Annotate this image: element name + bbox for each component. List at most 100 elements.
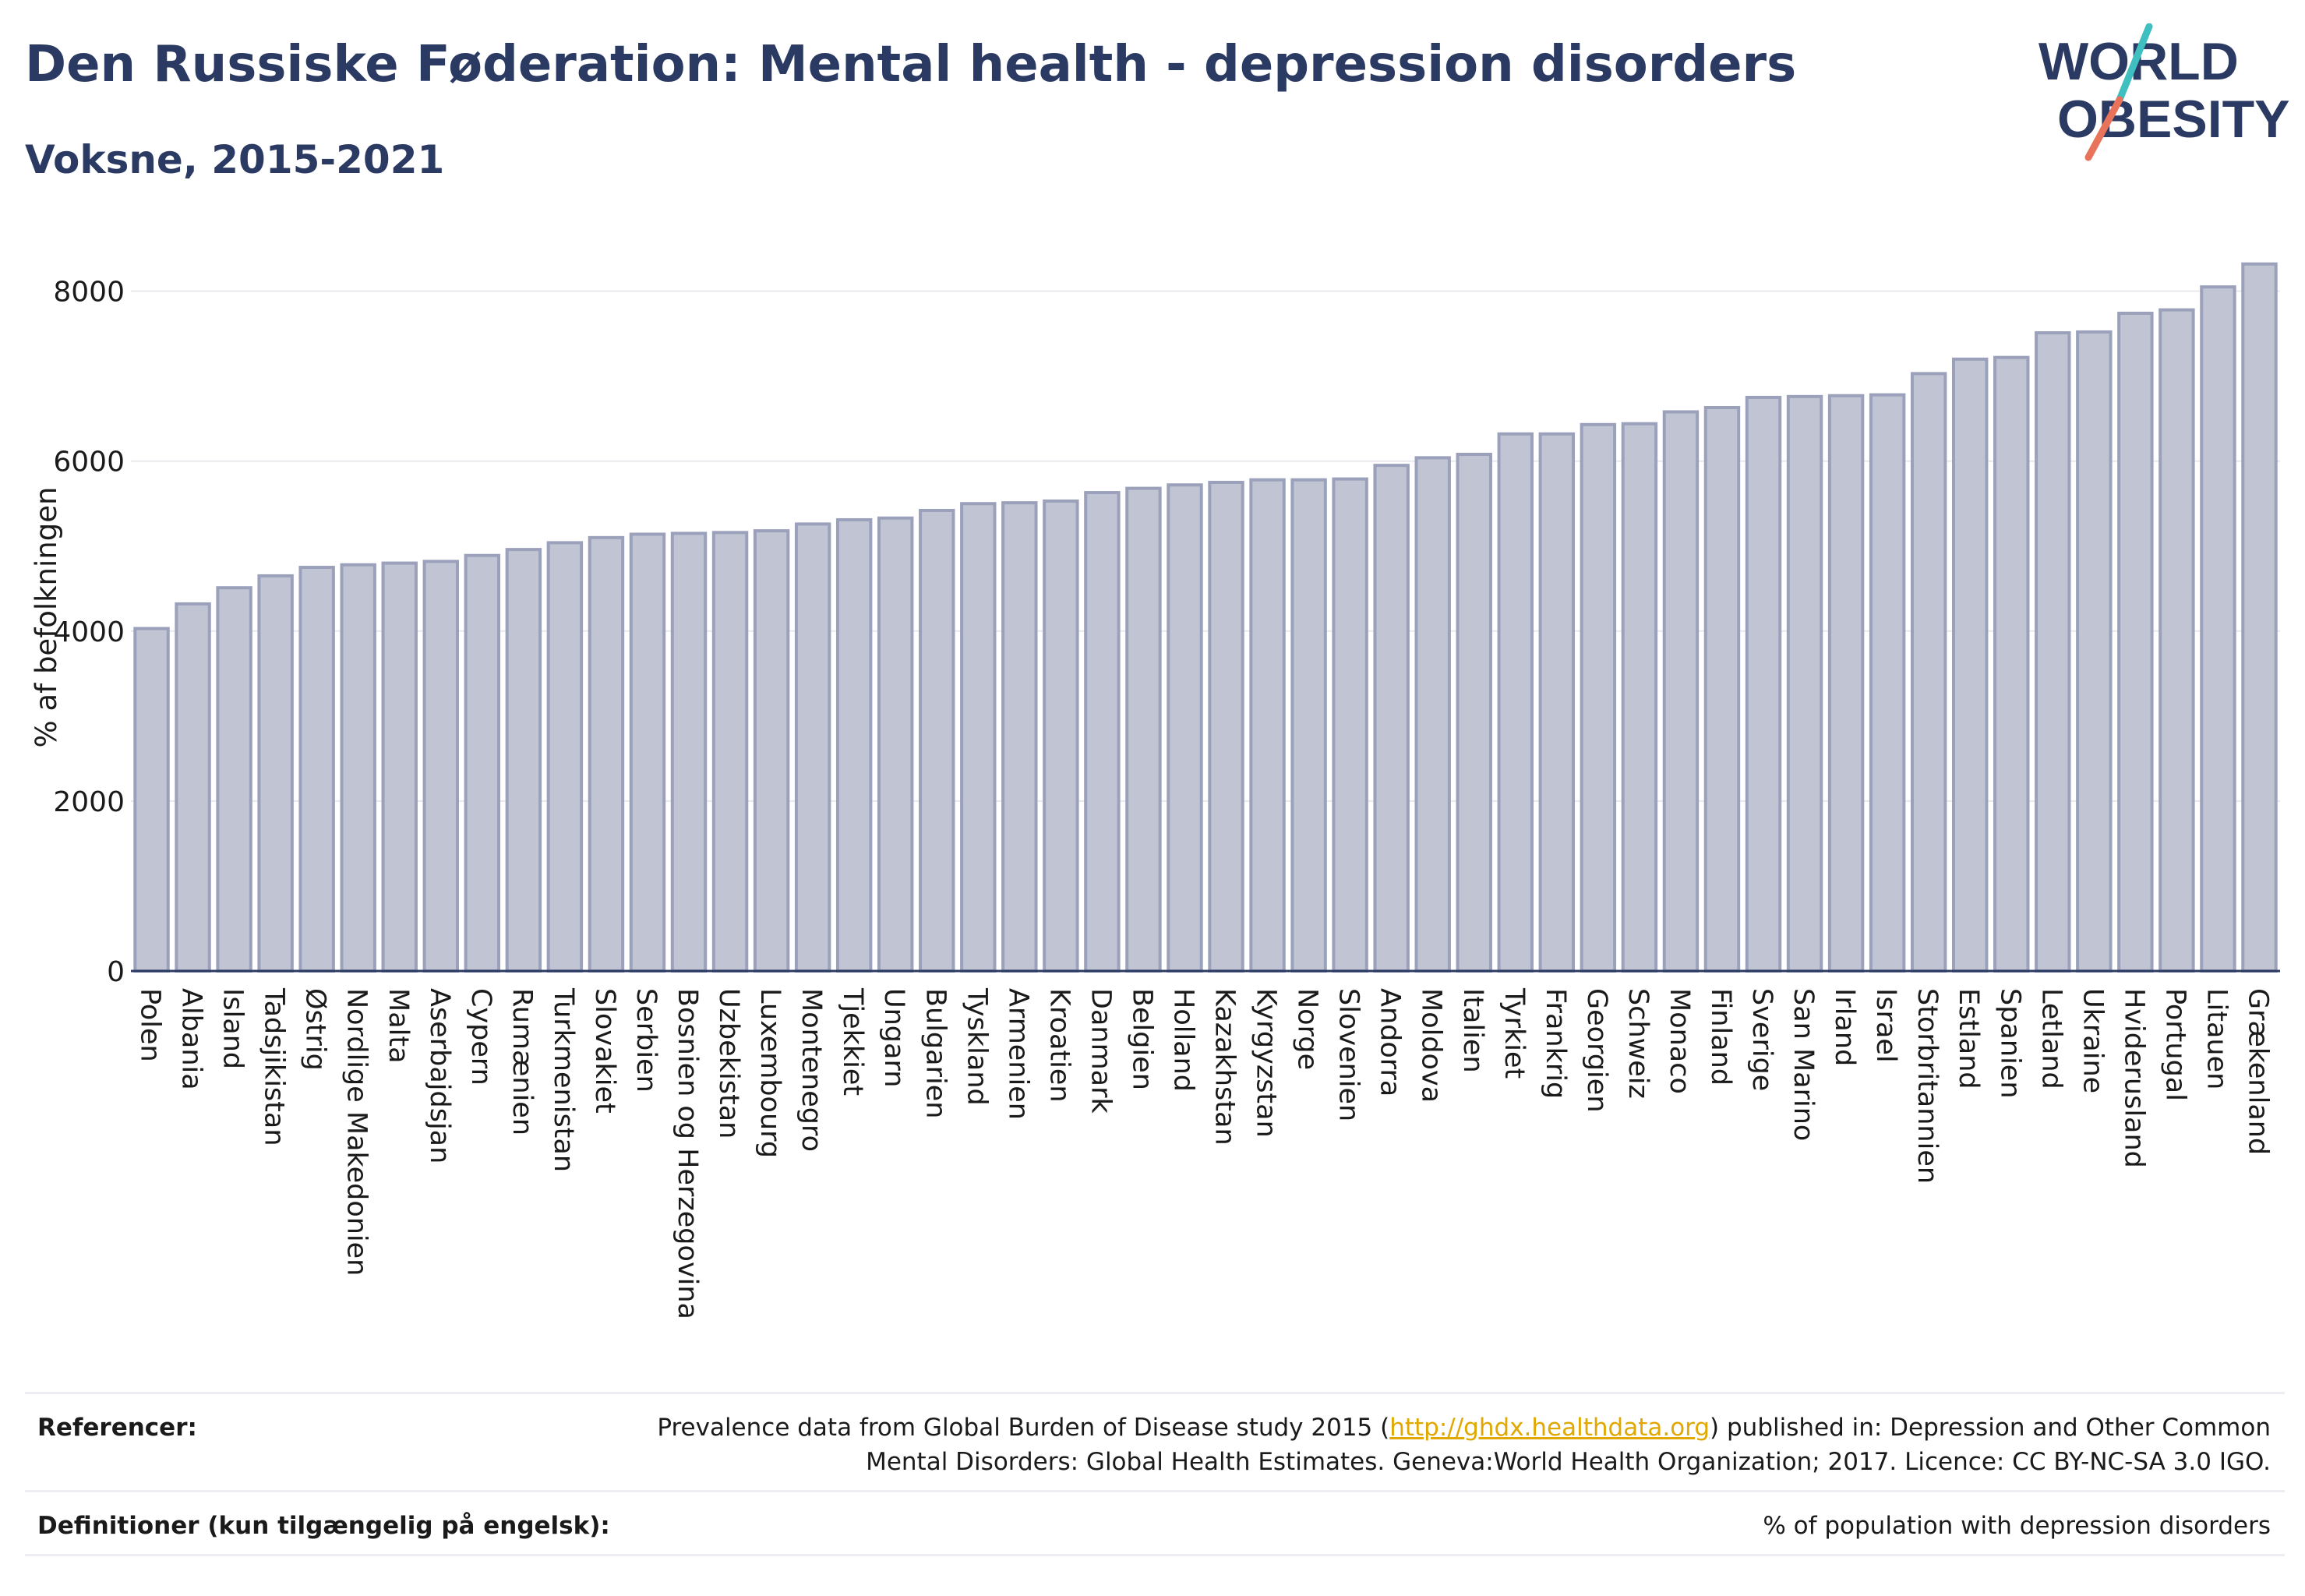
x-tick-label: Spanien: [1994, 988, 2025, 1099]
bar: [753, 529, 790, 973]
bar: [1001, 501, 1038, 973]
bar: [1827, 394, 1865, 973]
x-tick-label: Litauen: [2201, 988, 2232, 1089]
bar: [133, 627, 170, 973]
x-tick-label: Luxembourg: [754, 988, 785, 1158]
references-text: Prevalence data from Global Burden of Di…: [657, 1411, 2271, 1479]
x-tick-label: Kazakhstan: [1209, 988, 1241, 1146]
x-tick-label: Albania: [176, 988, 207, 1090]
x-tick-label: Norge: [1292, 988, 1323, 1070]
x-tick-label: Ungarn: [878, 988, 909, 1087]
x-tick-label: Sverige: [1746, 988, 1777, 1091]
bar: [2117, 311, 2154, 973]
definitions-text: % of population with depression disorder…: [1763, 1512, 2271, 1540]
x-tick-label: Slovakiet: [589, 988, 620, 1114]
bar: [1580, 422, 1617, 973]
x-tick-label: Italien: [1457, 988, 1488, 1073]
bar: [1497, 432, 1534, 973]
bar: [1208, 480, 1244, 973]
references-text-before: Prevalence data from Global Burden of Di…: [657, 1414, 1390, 1442]
bar: [464, 553, 501, 973]
world-obesity-logo: WORLD OBESITY: [2038, 23, 2290, 161]
bar: [340, 563, 376, 973]
chart-title: Den Russiske Føderation: Mental health -…: [25, 36, 1797, 94]
bar: [919, 508, 955, 973]
x-tick-label: Serbien: [630, 988, 662, 1093]
x-tick-label: Armenien: [1002, 988, 1033, 1120]
bar: [1910, 372, 1947, 973]
logo-slash-teal: [2116, 23, 2153, 104]
y-tick-label: 0: [107, 956, 125, 988]
x-tick-label: Polen: [135, 988, 166, 1062]
y-tick-label: 8000: [53, 277, 125, 309]
x-tick-label: Slovenien: [1333, 988, 1364, 1121]
bar: [1043, 499, 1079, 973]
x-tick-label: Schweiz: [1622, 988, 1654, 1099]
logo-slash-coral: [2084, 96, 2123, 161]
bar: [1249, 478, 1286, 973]
x-tick-label: Island: [217, 988, 249, 1069]
bar-chart: 0 2000 4000 6000 8000 Polen Albania Island Tads…: [30, 262, 2280, 1319]
bars: [133, 262, 2278, 973]
x-tick-label: Estland: [1953, 988, 1984, 1089]
bar: [2200, 285, 2236, 973]
bar: [1084, 491, 1121, 973]
references-text-after: ) published in: Depression and Other Com…: [1710, 1414, 2271, 1442]
bar: [2035, 331, 2071, 973]
footer-divider-middle: [25, 1490, 2285, 1492]
x-tick-label: Storbritannien: [1911, 988, 1943, 1184]
x-tick-label: Danmark: [1085, 988, 1116, 1114]
x-tick-label: Grækenland: [2242, 988, 2273, 1155]
references-label: Referencer:: [37, 1414, 197, 1442]
x-tick-label: Belgien: [1126, 988, 1157, 1090]
bar: [1456, 452, 1492, 973]
bar: [422, 560, 460, 973]
x-tick-label: Cypern: [465, 988, 496, 1086]
y-tick-label: 4000: [53, 616, 125, 648]
bar: [1414, 456, 1451, 973]
x-tick-label: Irland: [1829, 988, 1860, 1066]
x-tick-label: Tadsjikistan: [259, 987, 290, 1146]
bar: [1869, 393, 1906, 973]
x-tick-label: Rumænien: [507, 988, 538, 1135]
x-tick-labels: Polen Albania Island Tadsjikistan Østrig Nord…: [135, 987, 2274, 1319]
bar: [1786, 394, 1823, 973]
x-tick-label: Tjekkiet: [837, 987, 868, 1096]
bar: [1993, 355, 2030, 973]
bar: [1703, 406, 1741, 973]
bar: [794, 522, 831, 973]
x-tick-label: Georgien: [1581, 988, 1612, 1113]
x-tick-label: Østrig: [300, 988, 331, 1071]
x-tick-label: Malta: [383, 988, 414, 1064]
bar: [216, 586, 252, 973]
x-tick-label: Kroatien: [1043, 988, 1075, 1103]
x-tick-label: Bulgarien: [920, 988, 951, 1118]
bar: [2159, 308, 2195, 973]
x-tick-label: Andorra: [1375, 988, 1406, 1096]
bar: [670, 531, 708, 973]
chart-subtitle: Voksne, 2015-2021: [25, 137, 445, 182]
bar: [2241, 262, 2278, 973]
x-tick-label: Nordlige Makedonien: [341, 988, 372, 1276]
bar: [505, 548, 542, 973]
bar: [588, 535, 625, 973]
x-tick-label: Israel: [1870, 988, 1901, 1063]
x-tick-label: Frankrig: [1540, 988, 1571, 1099]
x-tick-label: Portugal: [2159, 988, 2190, 1101]
x-tick-label: San Marino: [1788, 988, 1819, 1141]
bar: [257, 574, 294, 973]
bar: [1951, 357, 1989, 973]
x-tick-label: Montenegro: [796, 988, 827, 1152]
bar: [1662, 410, 1700, 973]
references-link[interactable]: http://ghdx.healthdata.org: [1389, 1414, 1710, 1442]
bar: [546, 541, 584, 973]
footer-divider-bottom: [25, 1554, 2285, 1556]
x-tick-label: Moldova: [1416, 988, 1447, 1103]
x-tick-label: Tyrkiet: [1498, 987, 1530, 1079]
x-tick-label: Aserbajdsjan: [424, 988, 455, 1163]
x-tick-label: Uzbekistan: [713, 988, 744, 1139]
definitions-label: Definitioner (kun tilgængelig på engelsk…: [37, 1512, 610, 1540]
y-tick-labels: 0 2000 4000 6000 8000: [53, 277, 125, 988]
bar: [711, 531, 749, 973]
footer-divider-top: [25, 1392, 2285, 1394]
